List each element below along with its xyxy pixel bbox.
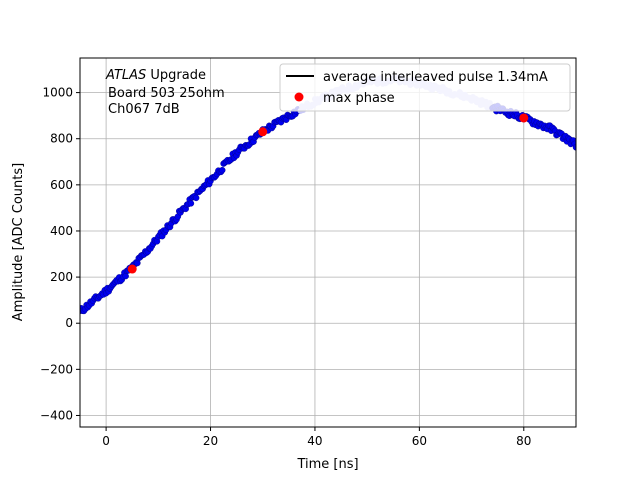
x-tick-label: 40 bbox=[307, 434, 322, 448]
max-phase-point bbox=[127, 264, 137, 274]
svg-text:ATLAS Upgrade: ATLAS Upgrade bbox=[105, 68, 206, 83]
pulse-point bbox=[187, 200, 195, 207]
y-tick-label: 600 bbox=[50, 178, 73, 192]
upgrade-label: Upgrade bbox=[146, 68, 206, 83]
legend-dot-swatch bbox=[294, 92, 304, 102]
y-tick-label: 0 bbox=[65, 316, 73, 330]
y-tick-label: 1000 bbox=[42, 86, 73, 100]
y-tick-label: 800 bbox=[50, 132, 73, 146]
atlas-label: ATLAS bbox=[105, 68, 146, 83]
legend: average interleaved pulse 1.34mA max pha… bbox=[279, 63, 571, 112]
pulse-point bbox=[572, 144, 576, 151]
x-tick-label: 0 bbox=[102, 434, 110, 448]
y-tick-label: −400 bbox=[40, 408, 73, 422]
channel-label: Ch067 7dB bbox=[108, 102, 180, 117]
x-axis-ticks: 0 20 40 60 80 bbox=[102, 427, 531, 448]
y-tick-label: 400 bbox=[50, 224, 73, 238]
max-phase-point bbox=[519, 113, 529, 123]
x-tick-label: 80 bbox=[516, 434, 531, 448]
pulse-point bbox=[219, 166, 226, 174]
max-phase-points bbox=[127, 113, 529, 274]
x-tick-label: 60 bbox=[412, 434, 427, 448]
legend-label-max-phase: max phase bbox=[323, 91, 395, 106]
y-axis-ticks: −400 −200 0 200 400 600 800 1000 bbox=[40, 86, 80, 422]
y-tick-label: 200 bbox=[50, 270, 73, 284]
pulse-point bbox=[122, 272, 129, 280]
board-label: Board 503 25ohm bbox=[108, 86, 225, 101]
y-axis-label: Amplitude [ADC Counts] bbox=[11, 163, 26, 321]
max-phase-point bbox=[258, 127, 268, 137]
y-tick-label: −200 bbox=[40, 362, 73, 376]
pulse-point bbox=[192, 194, 200, 202]
plot-frame bbox=[79, 57, 577, 428]
legend-box bbox=[279, 63, 571, 112]
x-tick-label: 20 bbox=[203, 434, 218, 448]
x-axis-label: Time [ns] bbox=[296, 457, 358, 472]
atlas-annotation: ATLAS Upgrade Board 503 25ohm Ch067 7dB bbox=[105, 68, 225, 117]
legend-label-pulse: average interleaved pulse 1.34mA bbox=[323, 70, 548, 85]
